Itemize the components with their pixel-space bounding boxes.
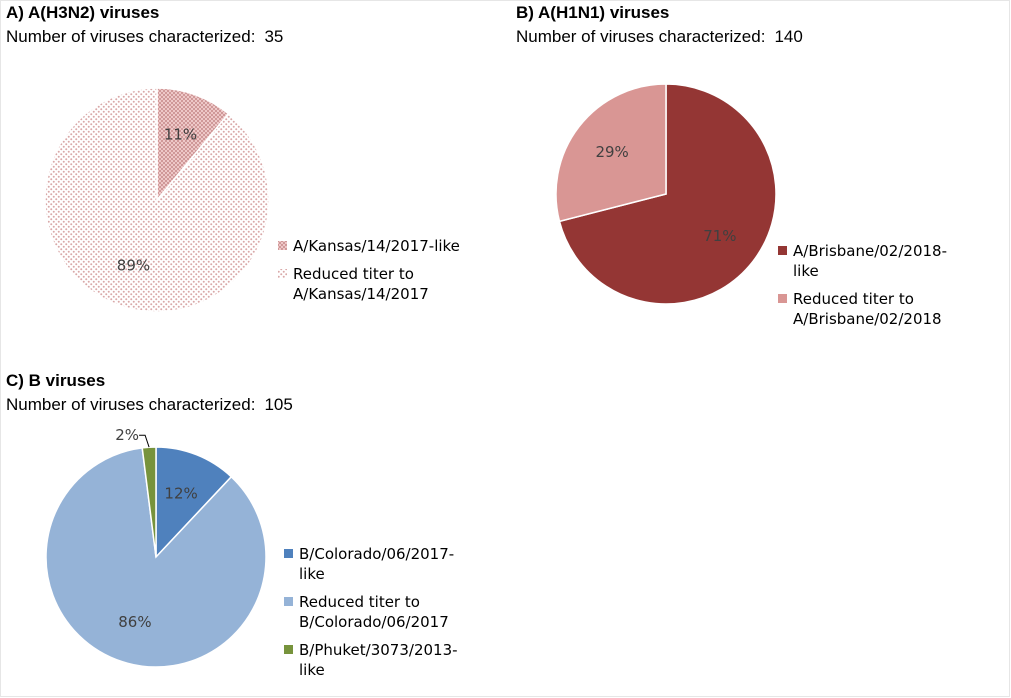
slice-percent-label: 2%: [115, 426, 139, 444]
legend-label-reduced-titer-to-a-brisbane-02-2018: Reduced titer to A/Brisbane/02/2018: [793, 290, 942, 328]
pie-slice-a-kansas-14-2017-like: [156, 87, 230, 203]
panel-b: C) B viruses Number of viruses character…: [0, 371, 500, 698]
count-line: Number of viruses characterized: 105: [6, 395, 293, 415]
pie-slice-reduced-titer-to-b-colorado-06-2017: [45, 447, 267, 668]
leader-line: [139, 434, 150, 448]
slice-percent-label: 71%: [703, 227, 736, 245]
legend-swatch: [284, 645, 293, 654]
pie-chart-h1n1: 71% 29% A/Brisbane/02/2018-like Reduced tit…: [555, 83, 947, 328]
pie-chart-h3n2: 11% 89% A/Kansas/14/2017-like Reduced titer…: [44, 87, 460, 313]
count-value: 140: [774, 27, 803, 46]
panel-title: B) A(H1N1) viruses: [516, 3, 670, 22]
legend-swatch: [284, 549, 293, 558]
slice-percent-label: 29%: [595, 143, 628, 161]
legend-label-b-phuket-3073-2013-like: B/Phuket/3073/2013-like: [299, 641, 458, 679]
legend-swatch: [778, 294, 787, 303]
pie-chart-b: 12% 86% 2% B/Colorado/06/2017-like Reduced t…: [45, 426, 458, 679]
panel-title: A) A(H3N2) viruses: [6, 3, 160, 22]
legend-swatch: [284, 597, 293, 606]
panel-h1n1: B) A(H1N1) viruses Number of viruses cha…: [510, 3, 1010, 343]
count-value: 105: [264, 395, 293, 414]
count-label: Number of viruses characterized:: [516, 27, 766, 46]
pie-slice-reduced-titer-to-a-kansas-14-2017: [44, 87, 270, 313]
legend-swatch: [778, 246, 787, 255]
legend-label-reduced-titer-to-a-kansas-14-2017: Reduced titer to A/Kansas/14/2017: [293, 265, 429, 303]
legend-swatch: [278, 269, 287, 278]
legend-label-a-kansas-14-2017-like: A/Kansas/14/2017-like: [293, 237, 460, 255]
count-value: 35: [264, 27, 284, 46]
count-label: Number of viruses characterized:: [6, 27, 256, 46]
pie-slice-a-brisbane-02-2018-like: [558, 83, 777, 305]
slice-percent-label: 89%: [117, 256, 150, 274]
legend-label-a-brisbane-02-2018-like: A/Brisbane/02/2018-like: [793, 242, 947, 280]
pie-slice-b-colorado-06-2017-like: [155, 446, 233, 559]
count-label: Number of viruses characterized:: [6, 395, 256, 414]
legend-swatch: [278, 241, 287, 250]
legend-label-reduced-titer-to-b-colorado-06-2017: Reduced titer to B/Colorado/06/2017: [299, 593, 449, 631]
count-line: Number of viruses characterized: 35: [6, 27, 283, 47]
slice-percent-label: 11%: [164, 126, 197, 144]
legend-label-b-colorado-06-2017-like: B/Colorado/06/2017-like: [299, 545, 454, 583]
pie-slice-reduced-titer-to-a-brisbane-02-2018: [555, 83, 667, 223]
slice-percent-label: 12%: [164, 485, 197, 503]
panel-title: C) B viruses: [6, 371, 106, 390]
count-line: Number of viruses characterized: 140: [516, 27, 803, 47]
slice-percent-label: 86%: [118, 613, 151, 631]
panel-h3n2: A) A(H3N2) viruses Number of viruses cha…: [0, 3, 500, 343]
